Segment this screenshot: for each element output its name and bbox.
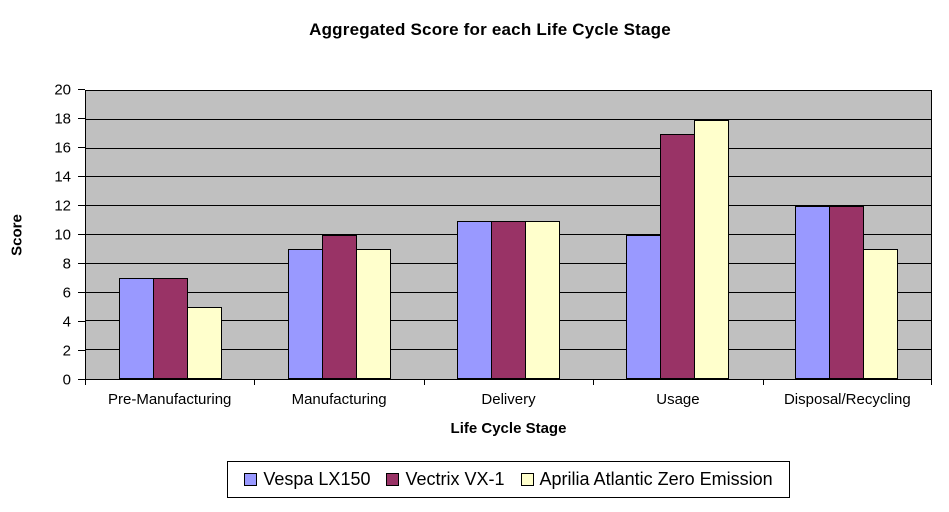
x-axis-labels: Pre-Manufacturing Manufacturing Delivery Us…	[85, 391, 932, 408]
bar-vespa-lx150-pre-manufacturing	[119, 278, 154, 379]
y-tick-label-14: 14	[54, 168, 71, 186]
bar-group-delivery	[424, 91, 593, 379]
bar-group-disposal-recycling	[762, 91, 931, 379]
x-label-pre-manufacturing: Pre-Manufacturing	[108, 391, 232, 408]
gridline-14	[86, 176, 931, 178]
y-tick-label-12: 12	[54, 197, 71, 215]
y-tick-label-8: 8	[62, 255, 71, 273]
y-tick-mark-10	[78, 234, 85, 235]
y-tick-label-18: 18	[54, 110, 71, 128]
bar-group-manufacturing	[255, 91, 424, 379]
bar-aprilia-atlantic-zero-emission-manufacturing	[356, 249, 391, 379]
bar-aprilia-atlantic-zero-emission-disposal-recycling	[863, 249, 898, 379]
y-tick-label-10: 10	[54, 226, 71, 244]
y-tick-label-20: 20	[54, 81, 71, 99]
bar-vectrix-vx-1-disposal-recycling	[829, 206, 864, 379]
y-tick-label-16: 16	[54, 139, 71, 157]
x-label-disposal-recycling: Disposal/Recycling	[783, 391, 911, 408]
y-tick-label-2: 2	[62, 342, 71, 360]
legend-label: Aprilia Atlantic Zero Emission	[539, 469, 773, 489]
legend-entry-vespa-lx150: Vespa LX150	[244, 469, 370, 490]
legend-swatch-icon	[386, 473, 400, 486]
bar-vespa-lx150-disposal-recycling	[795, 206, 830, 379]
bar-vectrix-vx-1-pre-manufacturing	[153, 278, 188, 379]
bar-aprilia-atlantic-zero-emission-pre-manufacturing	[187, 307, 222, 379]
bar-vespa-lx150-usage	[626, 235, 661, 379]
gridline-18	[86, 118, 931, 120]
bar-group-usage	[593, 91, 762, 379]
bar-vespa-lx150-manufacturing	[288, 249, 323, 379]
y-axis: 0 2 4 6 8 10 12 14 16 18 20	[0, 83, 85, 388]
chart-title: Aggregated Score for each Life Cycle Sta…	[309, 20, 671, 39]
x-tick-mark-1	[254, 380, 256, 385]
bar-aprilia-atlantic-zero-emission-delivery	[525, 220, 560, 379]
y-tick-mark-6	[78, 292, 85, 293]
legend-row: Vespa LX150 Vectrix VX-1 Aprilia Atlantic …	[85, 461, 932, 498]
x-label-manufacturing: Manufacturing	[291, 391, 387, 408]
legend-entry-aprilia-atlantic-zero-emission: Aprilia Atlantic Zero Emission	[520, 469, 773, 490]
gridline-16	[86, 147, 931, 149]
legend-label: Vectrix VX-1	[405, 469, 505, 489]
gridline-12	[86, 205, 931, 207]
y-tick-mark-4	[78, 321, 85, 322]
bar-vectrix-vx-1-delivery	[491, 220, 526, 379]
legend-entry-vectrix-vx-1: Vectrix VX-1	[386, 469, 505, 490]
x-tick-mark-5	[931, 380, 932, 385]
x-tick-mark-0	[85, 380, 86, 385]
bar-vespa-lx150-delivery	[457, 220, 492, 379]
y-tick-mark-20	[78, 89, 85, 90]
x-tick-mark-3	[593, 380, 595, 385]
y-tick-mark-12	[78, 205, 85, 206]
y-tick-mark-14	[78, 176, 85, 177]
y-tick-mark-16	[78, 147, 85, 148]
x-tick-mark-2	[423, 380, 425, 385]
x-label-usage: Usage	[656, 391, 700, 408]
y-tick-mark-0	[78, 379, 85, 380]
y-tick-label-4: 4	[62, 313, 71, 331]
bar-vectrix-vx-1-manufacturing	[322, 235, 357, 379]
legend: Vespa LX150 Vectrix VX-1 Aprilia Atlantic …	[227, 461, 790, 498]
legend-swatch-icon	[244, 473, 258, 486]
x-label-delivery: Delivery	[481, 391, 536, 408]
plot-area	[85, 90, 932, 380]
bar-groups	[86, 91, 931, 379]
legend-label: Vespa LX150	[263, 469, 371, 489]
legend-swatch-icon	[520, 473, 534, 486]
y-tick-mark-2	[78, 350, 85, 351]
bar-aprilia-atlantic-zero-emission-usage	[694, 119, 729, 379]
y-tick-label-6: 6	[62, 284, 71, 302]
bar-group-pre-manufacturing	[86, 91, 255, 379]
x-axis-title: Life Cycle Stage	[450, 420, 567, 437]
y-tick-mark-18	[78, 118, 85, 119]
y-tick-label-0: 0	[62, 371, 71, 389]
x-axis-tick-marks	[85, 380, 932, 386]
x-tick-mark-4	[762, 380, 764, 385]
bar-vectrix-vx-1-usage	[660, 134, 695, 379]
y-tick-mark-8	[78, 263, 85, 264]
